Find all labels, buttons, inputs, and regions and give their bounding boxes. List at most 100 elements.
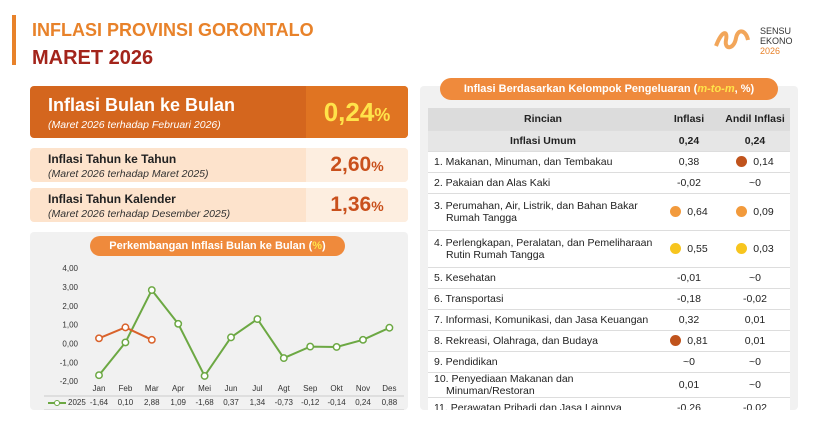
value: 0,24 [323,97,375,127]
x-tick-label: Mei [198,384,211,393]
value: 0,09 [753,205,774,218]
point [95,371,103,380]
row-value: 0,03 [720,230,790,268]
summary-card: Inflasi Bulan ke Bulan (Maret 2026 terha… [30,86,408,138]
x-tick-label: Sep [303,384,318,393]
point [174,319,183,328]
title-part: ) [322,240,326,252]
value: -0,18 [677,292,701,305]
header-cell: Inflasi [658,108,720,131]
value: 0,38 [678,155,700,168]
row-value: 0,32 [658,309,720,331]
value: 0,55 [687,242,708,255]
unit: % [371,158,384,174]
logo-icon [712,26,752,54]
table-wrap: Rincian Inflasi Andil Inflasi Inflasi Umum 0… [428,108,790,410]
summary-value: 2,60% [306,148,408,182]
data-label: 0,88 [382,398,398,407]
data-label: 0,10 [118,398,134,407]
subtitle: MARET 2026 [32,47,154,69]
header-cell: Andil Inflasi [720,108,790,131]
value: ~0 [749,378,761,391]
table-row: 8. Rekreasi, Olahraga, dan Budaya 0,81 0,0… [428,330,790,352]
accent-bar [12,15,16,65]
point [279,354,288,363]
value: 0,01 [744,334,766,347]
table-row: 11. Perawatan Pribadi dan Jasa Lainnya -0… [428,397,790,410]
x-tick-label: Agt [278,384,291,393]
summary-note: (Maret 2026 terhadap Februari 2026) [48,119,221,131]
value: -0,02 [677,176,701,189]
value: 0,01 [744,313,766,326]
summary-note: (Maret 2026 terhadap Desember 2025) [48,208,231,220]
point [359,335,367,344]
point [121,338,130,347]
data-label: 0,37 [223,398,239,407]
summary-label: Inflasi Tahun ke Tahun [48,152,177,166]
x-tick-label: Mar [145,384,159,393]
summary-card: Inflasi Tahun ke Tahun (Maret 2026 terha… [30,148,408,182]
value: 0,64 [687,205,708,218]
x-tick-label: Jul [252,384,262,393]
title-part: Perkembangan Inflasi Bulan ke Bulan ( [109,240,313,252]
row-value: ~0 [658,351,720,373]
row-value: 0,01 [720,309,790,331]
line [98,288,390,378]
row-label: 11. Perawatan Pribadi dan Jasa Lainnya [428,397,658,410]
total-row: Inflasi Umum 0,24 0,24 [428,130,790,152]
value: 1,36 [330,193,372,216]
row-label: 6. Transportasi [428,288,658,310]
value: ~0 [749,355,761,368]
legend-label: 2025 [68,398,86,407]
unit: % [374,105,391,125]
value: ~0 [749,271,761,284]
value: 0,32 [678,313,700,326]
table-row: 7. Informasi, Komunikasi, dan Jasa Keuan… [428,309,790,331]
point [306,342,315,351]
point [95,334,103,343]
x-tick-label: Des [382,384,396,393]
value: 0,03 [753,242,774,255]
data-label: -0,12 [301,398,320,407]
title-part: % [312,240,323,252]
logo-line: EKONO [760,36,793,46]
data-label: 1,34 [250,398,266,407]
value: -0,02 [743,401,767,411]
row-value: -0,01 [658,267,720,289]
value: ~0 [749,176,761,189]
chart: -2,00 -1,00 0,00 1,00 2,00 3,00 4,00 Jan Feb Mar A… [44,264,404,410]
row-label: 10. Penyediaan Makanan dan Minuman/Resto… [428,372,658,398]
point [121,323,130,332]
data-label: 0,24 [355,398,371,407]
value: 0,14 [753,155,774,168]
title: INFLASI PROVINSI GORONTALO [32,20,314,40]
x-tick-label: Jan [93,384,106,393]
row-value: -0,02 [720,397,790,410]
value: ~0 [683,355,695,368]
rank-dot [670,242,682,254]
chart-panel [30,232,408,410]
row-label: 7. Informasi, Komunikasi, dan Jasa Keuan… [428,309,658,331]
title-part: m-to-m [697,83,735,95]
y-tick-label: 3,00 [62,283,78,292]
point [200,372,209,380]
value: 0,01 [678,378,700,391]
row-value: ~0 [720,351,790,373]
summary-label: Inflasi Bulan ke Bulan [48,95,236,115]
row-label: 5. Kesehatan [428,267,658,289]
row-label: 8. Rekreasi, Olahraga, dan Budaya [428,330,658,352]
row-value: -0,02 [658,172,720,194]
x-tick-label: Okt [330,384,343,393]
row-label: 4. Perlengkapan, Peralatan, dan Pemeliha… [428,230,658,268]
value: 0,81 [687,334,708,347]
value: 2,60 [330,153,372,176]
table: Rincian Inflasi Andil Inflasi Inflasi Umum 0… [428,108,790,410]
chart-title: Perkembangan Inflasi Bulan ke Bulan (%) [90,236,345,256]
logo-line: 2026 [760,46,781,56]
row-value: -0,26 [658,397,720,410]
summary-label: Inflasi Tahun Kalender [48,192,176,206]
table-row: 5. Kesehatan -0,01 ~0 [428,267,790,289]
rank-dot [736,155,748,167]
data-label: -0,14 [327,398,346,407]
total-cell: 0,24 [658,130,720,152]
